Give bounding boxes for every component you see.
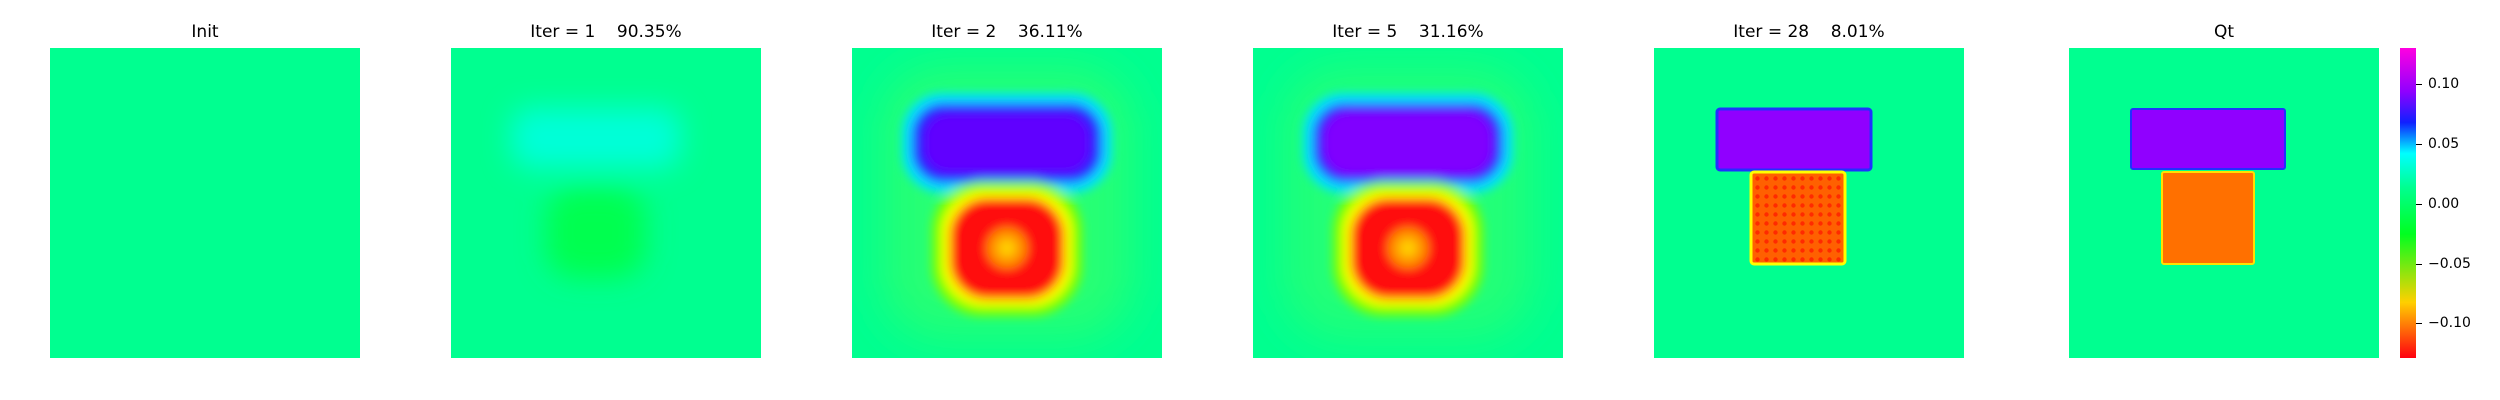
colorbar-tick-label: −0.05 (2428, 256, 2471, 272)
colorbar-tick-label: −0.10 (2428, 315, 2471, 331)
image-qt (2069, 48, 2379, 358)
image-iter28 (1654, 48, 1964, 358)
panel-title-iter28: Iter = 28 8.01% (1733, 22, 1885, 42)
panel-iter28 (1654, 48, 1964, 358)
colorbar-tick-label: 0.10 (2428, 76, 2460, 92)
image-iter2 (852, 48, 1162, 358)
colorbar-tick (2416, 84, 2422, 85)
lower-block (1749, 170, 1847, 266)
upper-block (1715, 107, 1873, 172)
panel-iter1 (451, 48, 761, 358)
upper-block (2130, 108, 2286, 170)
colorbar-tick-label: 0.00 (2428, 196, 2460, 212)
colorbar-tick (2416, 144, 2422, 145)
lower-block (2161, 171, 2255, 265)
panel-iter5 (1253, 48, 1563, 358)
image-iter1 (451, 48, 761, 358)
panel-title-qt: Qt (2213, 22, 2235, 42)
colorbar-tick (2416, 204, 2422, 205)
panel-iter2 (852, 48, 1162, 358)
colorbar-tick (2416, 264, 2422, 265)
panel-title-iter1: Iter = 1 90.35% (530, 22, 682, 42)
image-iter5 (1253, 48, 1563, 358)
panel-title-iter2: Iter = 2 36.11% (931, 22, 1083, 42)
lower-anomaly (546, 188, 646, 278)
colorbar (2400, 48, 2416, 358)
image-init (50, 48, 360, 358)
upper-anomaly (511, 108, 681, 168)
background-field (50, 48, 360, 358)
panel-title-iter5: Iter = 5 31.16% (1332, 22, 1484, 42)
panel-qt (2069, 48, 2379, 358)
panel-init (50, 48, 360, 358)
panel-title-init: Init (191, 22, 219, 42)
colorbar-tick-label: 0.05 (2428, 136, 2460, 152)
colorbar-tick (2416, 323, 2422, 324)
